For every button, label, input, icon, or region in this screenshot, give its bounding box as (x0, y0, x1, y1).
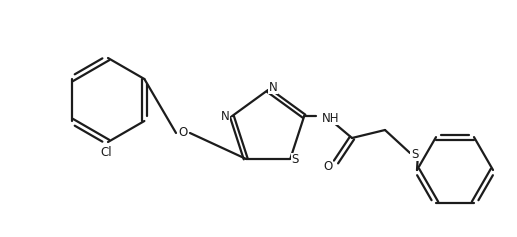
Text: S: S (411, 147, 418, 160)
Text: N: N (221, 110, 230, 123)
Text: N: N (269, 81, 278, 94)
Text: NH: NH (322, 112, 340, 125)
Text: S: S (292, 153, 299, 166)
Text: O: O (178, 127, 188, 140)
Text: Cl: Cl (100, 146, 112, 159)
Text: O: O (323, 160, 332, 173)
